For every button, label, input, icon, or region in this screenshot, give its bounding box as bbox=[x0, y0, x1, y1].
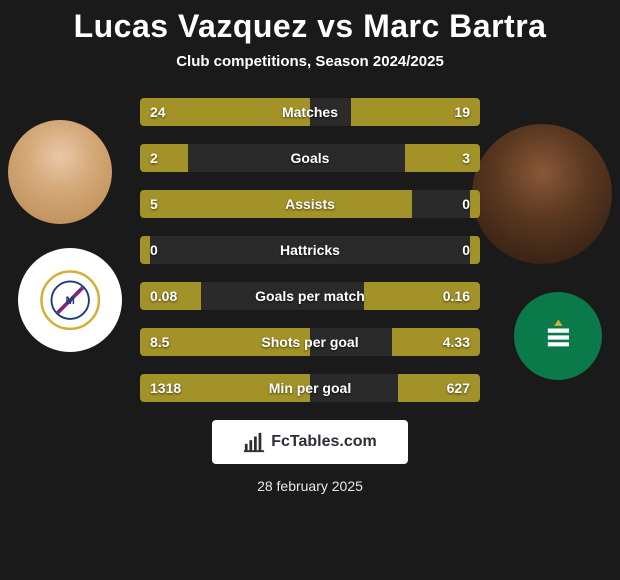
player2-avatar bbox=[472, 124, 612, 264]
real-betis-crest-icon bbox=[532, 310, 585, 363]
player1-club-badge: M bbox=[18, 248, 122, 352]
stat-label: Assists bbox=[140, 190, 480, 218]
stat-label: Min per goal bbox=[140, 374, 480, 402]
chart-bars-icon bbox=[243, 431, 265, 453]
stat-label: Hattricks bbox=[140, 236, 480, 264]
page-title: Lucas Vazquez vs Marc Bartra bbox=[0, 0, 620, 45]
stat-row: 0.080.16Goals per match bbox=[140, 282, 480, 310]
player2-club-badge bbox=[514, 292, 602, 380]
stat-label: Goals per match bbox=[140, 282, 480, 310]
stat-label: Shots per goal bbox=[140, 328, 480, 356]
stat-row: 23Goals bbox=[140, 144, 480, 172]
real-madrid-crest-icon: M bbox=[39, 269, 101, 331]
brand-text: FcTables.com bbox=[271, 433, 377, 451]
stat-label: Matches bbox=[140, 98, 480, 126]
player1-avatar bbox=[8, 120, 112, 224]
subtitle: Club competitions, Season 2024/2025 bbox=[0, 53, 620, 70]
stat-label: Goals bbox=[140, 144, 480, 172]
svg-text:M: M bbox=[65, 295, 74, 307]
stat-row: 00Hattricks bbox=[140, 236, 480, 264]
stats-container: 2419Matches 23Goals 50Assists 00Hattricks 0.… bbox=[140, 98, 480, 402]
footer-date: 28 february 2025 bbox=[0, 478, 620, 494]
stat-row: 8.54.33Shots per goal bbox=[140, 328, 480, 356]
brand-logo: FcTables.com bbox=[212, 420, 408, 464]
stat-row: 50Assists bbox=[140, 190, 480, 218]
stat-row: 1318627Min per goal bbox=[140, 374, 480, 402]
stat-row: 2419Matches bbox=[140, 98, 480, 126]
